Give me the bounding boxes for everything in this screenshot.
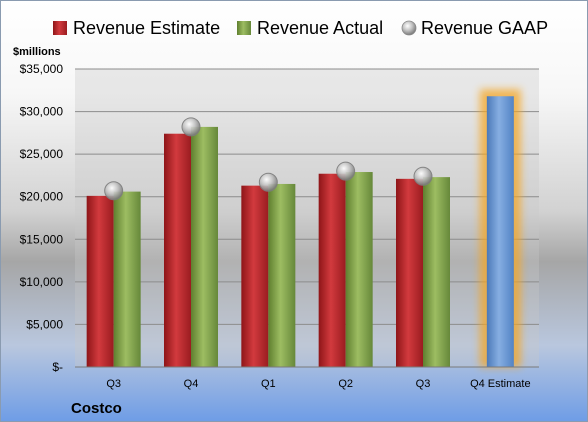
unit-label: $millions (13, 46, 61, 58)
x-axis-ticks: Q3 Q4 Q1 Q2 Q3 Q4 Estimate (106, 378, 530, 390)
highlight-layer (479, 89, 521, 367)
bar-revenue-actual (113, 191, 141, 367)
bar-revenue-estimate (318, 173, 346, 367)
gaap-marker (258, 172, 278, 192)
gaap-marker (413, 166, 433, 186)
y-tick-label: $20,000 (20, 190, 64, 204)
y-tick-label: $15,000 (20, 232, 64, 246)
bars (86, 126, 450, 367)
gaap-marker (336, 161, 356, 181)
y-tick-label: $5,000 (26, 317, 63, 331)
company-name: Costco (71, 400, 122, 417)
gaap-marker (181, 117, 201, 137)
bar-revenue-actual (345, 172, 373, 367)
legend-swatch-gaap (401, 20, 417, 36)
x-tick-label: Q2 (338, 378, 353, 390)
bar-revenue-actual (423, 177, 450, 367)
x-tick-label: Q4 Estimate (470, 378, 531, 390)
bar-revenue-estimate (86, 195, 114, 367)
y-tick-label: $30,000 (20, 105, 64, 119)
gaap-markers (104, 117, 433, 201)
legend-label-gaap: Revenue GAAP (421, 18, 548, 38)
legend-label-estimate: Revenue Estimate (73, 18, 220, 38)
bar-revenue-estimate (396, 178, 423, 367)
y-axis-ticks: $- $5,000 $10,000 $15,000 $20,000 $25,000 $30,… (20, 62, 64, 374)
legend-label-actual: Revenue Actual (257, 18, 383, 38)
y-tick-label: $25,000 (20, 147, 64, 161)
x-tick-label: Q4 (184, 378, 199, 390)
bar-q4-estimate (486, 96, 514, 367)
legend-swatch-estimate (53, 21, 67, 35)
gridlines (75, 68, 539, 325)
bar-revenue-actual (268, 183, 296, 367)
x-tick-label: Q1 (261, 378, 276, 390)
bar-revenue-estimate (164, 133, 191, 367)
y-tick-label: $35,000 (20, 62, 64, 76)
legend: Revenue Estimate Revenue Actual Revenue … (53, 18, 548, 38)
plot-area (75, 69, 539, 367)
bar-revenue-actual (191, 126, 218, 367)
y-tick-label: $- (52, 360, 63, 374)
y-tick-label: $10,000 (20, 275, 64, 289)
legend-swatch-actual (237, 21, 251, 35)
x-tick-label: Q3 (416, 378, 431, 390)
gaap-marker (104, 181, 124, 201)
bar-revenue-estimate (241, 185, 269, 367)
x-tick-label: Q3 (106, 378, 121, 390)
